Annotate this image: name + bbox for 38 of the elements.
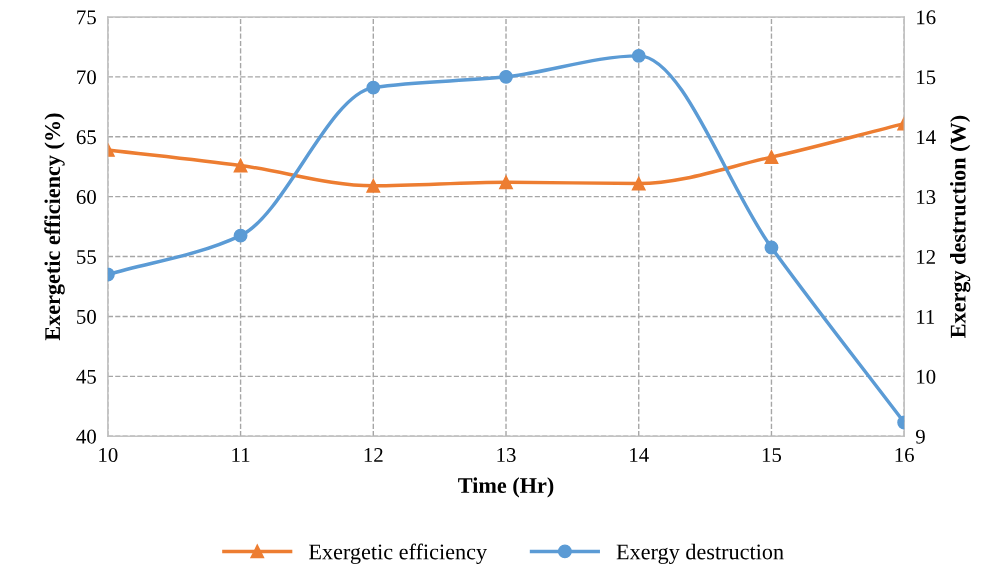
point (233, 228, 248, 243)
y-tick-label: 75 (77, 10, 96, 25)
point (366, 80, 381, 95)
y2-tick-label: 10 (917, 369, 936, 384)
y-tick-label: 50 (77, 309, 96, 324)
y-tick-label: 55 (77, 250, 96, 264)
point (631, 176, 646, 191)
point (764, 240, 779, 255)
x-tick-label: 11 (232, 448, 250, 462)
y-tick-label: 65 (76, 130, 96, 145)
point (233, 158, 248, 173)
y2-tick-label: 16 (917, 10, 936, 25)
y-tick-label: 45 (76, 369, 96, 384)
y-tick-label: 70 (77, 70, 96, 85)
point (366, 178, 381, 193)
y2-tick-label: 14 (917, 130, 936, 144)
y2-tick-label: 13 (917, 190, 936, 205)
x-tick-label: 15 (762, 448, 782, 463)
y-tick-label: 60 (76, 190, 96, 205)
y-tick-label: 40 (76, 429, 96, 444)
y-axis-title: Exergetic efficiency (%) (44, 113, 65, 341)
y2-axis-title: Exergy destruction (W) (950, 115, 971, 338)
legend-label: Exergy destruction (616, 543, 784, 564)
y2-tick-label: 11 (917, 309, 935, 324)
y2-tick-label: 15 (917, 70, 936, 85)
x-tick-label: 16 (895, 448, 914, 463)
point (499, 69, 513, 84)
x-tick-label: 13 (497, 448, 516, 463)
x-tick-label: 14 (630, 448, 649, 462)
point (499, 175, 513, 190)
point (631, 48, 646, 63)
x-tick-label: 10 (99, 447, 118, 463)
legend-label: Exergetic efficiency (309, 543, 488, 564)
point (764, 150, 779, 165)
y2-tick-label: 9 (915, 429, 925, 444)
y2-tick-label: 12 (917, 249, 935, 264)
x-tick-label: 12 (364, 448, 383, 462)
x-axis-title: Time (Hr) (458, 477, 554, 498)
